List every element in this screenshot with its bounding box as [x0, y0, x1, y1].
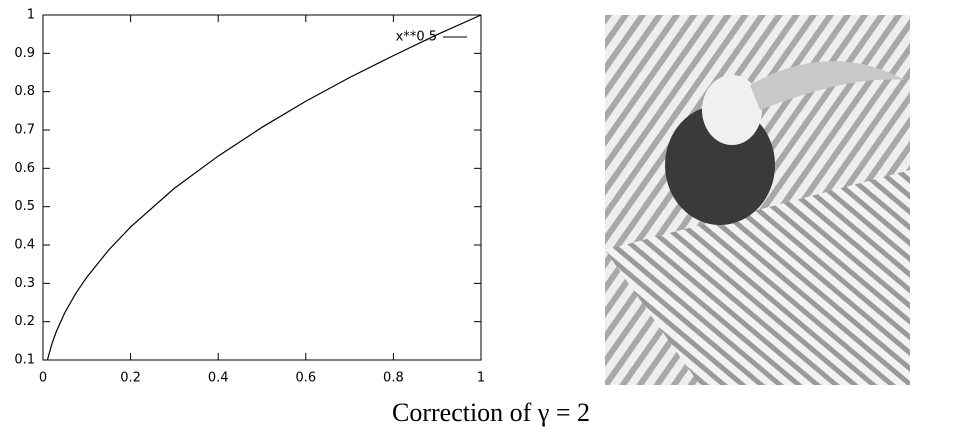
y-tick-label: 0.2 [14, 314, 35, 329]
y-tick-label: 0.8 [14, 84, 35, 99]
legend-label: x**0.5 [396, 30, 437, 45]
photo [605, 15, 910, 385]
plot-frame [42, 14, 482, 361]
y-tick-label: 0.7 [14, 123, 35, 138]
x-tick-label: 0.4 [208, 371, 229, 386]
y-tick-label: 1 [27, 8, 35, 23]
x-tick-label: 0.8 [383, 371, 404, 386]
x-tick-label: 0.6 [295, 371, 316, 386]
y-tick-label: 0.6 [14, 161, 35, 176]
y-tick-label: 0.9 [14, 46, 35, 61]
x-tick-label: 1 [477, 371, 485, 386]
caption: Correction of γ = 2 [392, 398, 590, 427]
x-tick-label: 0.2 [120, 371, 141, 386]
line [46, 14, 482, 361]
x-tick-label: 0 [39, 371, 47, 386]
y-tick-label: 0.1 [14, 353, 35, 368]
y-tick-label: 0.5 [14, 199, 35, 214]
y-tick-label: 0.4 [14, 238, 35, 253]
y-tick-label: 0.3 [14, 276, 35, 291]
